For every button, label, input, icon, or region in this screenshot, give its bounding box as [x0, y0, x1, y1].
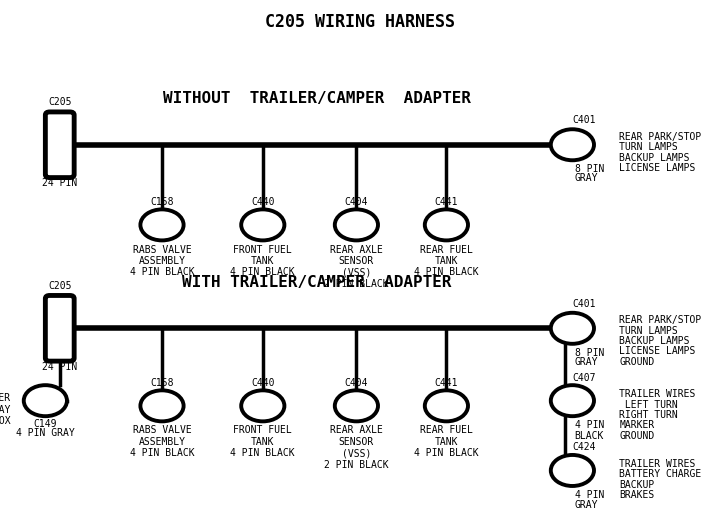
Text: GRAY: GRAY [575, 173, 598, 183]
Text: MARKER: MARKER [619, 420, 654, 430]
Circle shape [335, 390, 378, 421]
Text: C158: C158 [150, 378, 174, 388]
Text: 4 PIN: 4 PIN [575, 420, 604, 430]
Text: RABS VALVE: RABS VALVE [132, 245, 192, 254]
Text: TURN LAMPS: TURN LAMPS [619, 326, 678, 336]
Circle shape [551, 129, 594, 160]
Text: C441: C441 [435, 197, 458, 207]
Text: 4 PIN BLACK: 4 PIN BLACK [130, 448, 194, 458]
Text: LICENSE LAMPS: LICENSE LAMPS [619, 346, 696, 356]
Text: FRONT FUEL: FRONT FUEL [233, 245, 292, 254]
Circle shape [335, 209, 378, 240]
Text: 4 PIN BLACK: 4 PIN BLACK [230, 267, 295, 277]
Text: FRONT FUEL: FRONT FUEL [233, 425, 292, 435]
Text: 8 PIN: 8 PIN [575, 348, 604, 358]
Circle shape [140, 209, 184, 240]
Text: C158: C158 [150, 197, 174, 207]
Text: BACKUP: BACKUP [619, 480, 654, 490]
Text: C205 WIRING HARNESS: C205 WIRING HARNESS [265, 13, 455, 31]
Text: RIGHT TURN: RIGHT TURN [619, 410, 678, 420]
Text: C149: C149 [34, 419, 57, 429]
Text: 4 PIN GRAY: 4 PIN GRAY [16, 428, 75, 437]
Circle shape [241, 390, 284, 421]
FancyBboxPatch shape [45, 112, 74, 177]
Text: LEFT TURN: LEFT TURN [619, 400, 678, 409]
Text: WITH TRAILER/CAMPER  ADAPTER: WITH TRAILER/CAMPER ADAPTER [182, 275, 451, 290]
Text: TRAILER WIRES: TRAILER WIRES [619, 459, 696, 469]
Text: C205: C205 [48, 281, 71, 291]
Text: 2 PIN BLACK: 2 PIN BLACK [324, 279, 389, 288]
Text: C404: C404 [345, 378, 368, 388]
Text: 4 PIN BLACK: 4 PIN BLACK [414, 448, 479, 458]
Text: GROUND: GROUND [619, 431, 654, 440]
Text: GROUND: GROUND [619, 357, 654, 367]
Circle shape [24, 385, 67, 416]
Circle shape [551, 455, 594, 486]
Text: C424: C424 [572, 443, 596, 452]
Text: REAR PARK/STOP: REAR PARK/STOP [619, 315, 701, 325]
Text: REAR PARK/STOP: REAR PARK/STOP [619, 132, 701, 142]
Text: TRAILER
RELAY
BOX: TRAILER RELAY BOX [0, 393, 11, 426]
Text: GRAY: GRAY [575, 500, 598, 510]
Text: TANK: TANK [251, 437, 274, 447]
Text: C205: C205 [48, 97, 71, 107]
Text: 2 PIN BLACK: 2 PIN BLACK [324, 460, 389, 469]
Text: SENSOR: SENSOR [339, 437, 374, 447]
Text: SENSOR: SENSOR [339, 256, 374, 266]
Text: C401: C401 [572, 115, 596, 125]
Text: 24 PIN: 24 PIN [42, 362, 77, 372]
Text: ASSEMBLY: ASSEMBLY [138, 256, 186, 266]
Text: 4 PIN BLACK: 4 PIN BLACK [230, 448, 295, 458]
Text: C441: C441 [435, 378, 458, 388]
Circle shape [425, 390, 468, 421]
Text: BLACK: BLACK [575, 431, 604, 440]
Text: LICENSE LAMPS: LICENSE LAMPS [619, 163, 696, 173]
Text: TRAILER WIRES: TRAILER WIRES [619, 389, 696, 399]
Text: BACKUP LAMPS: BACKUP LAMPS [619, 336, 690, 346]
Text: TURN LAMPS: TURN LAMPS [619, 142, 678, 152]
Text: REAR AXLE: REAR AXLE [330, 245, 383, 254]
Circle shape [425, 209, 468, 240]
Text: BACKUP LAMPS: BACKUP LAMPS [619, 153, 690, 162]
Text: 4 PIN: 4 PIN [575, 490, 604, 500]
Text: TANK: TANK [251, 256, 274, 266]
Text: ASSEMBLY: ASSEMBLY [138, 437, 186, 447]
Text: C440: C440 [251, 197, 274, 207]
Text: 24 PIN: 24 PIN [42, 178, 77, 188]
Circle shape [140, 390, 184, 421]
Circle shape [241, 209, 284, 240]
Text: (VSS): (VSS) [342, 448, 371, 458]
Text: BATTERY CHARGE: BATTERY CHARGE [619, 469, 701, 479]
Text: 4 PIN BLACK: 4 PIN BLACK [130, 267, 194, 277]
Text: BRAKES: BRAKES [619, 490, 654, 500]
Circle shape [551, 313, 594, 344]
Text: GRAY: GRAY [575, 357, 598, 367]
Text: REAR FUEL: REAR FUEL [420, 245, 473, 254]
Text: WITHOUT  TRAILER/CAMPER  ADAPTER: WITHOUT TRAILER/CAMPER ADAPTER [163, 91, 471, 106]
Text: C401: C401 [572, 299, 596, 309]
Text: 4 PIN BLACK: 4 PIN BLACK [414, 267, 479, 277]
Circle shape [551, 385, 594, 416]
Text: C407: C407 [572, 373, 596, 383]
Text: TANK: TANK [435, 256, 458, 266]
Text: C404: C404 [345, 197, 368, 207]
Text: C440: C440 [251, 378, 274, 388]
Text: 8 PIN: 8 PIN [575, 164, 604, 174]
Text: REAR AXLE: REAR AXLE [330, 425, 383, 435]
Text: (VSS): (VSS) [342, 267, 371, 277]
FancyBboxPatch shape [45, 296, 74, 361]
Text: TANK: TANK [435, 437, 458, 447]
Text: RABS VALVE: RABS VALVE [132, 425, 192, 435]
Text: REAR FUEL: REAR FUEL [420, 425, 473, 435]
